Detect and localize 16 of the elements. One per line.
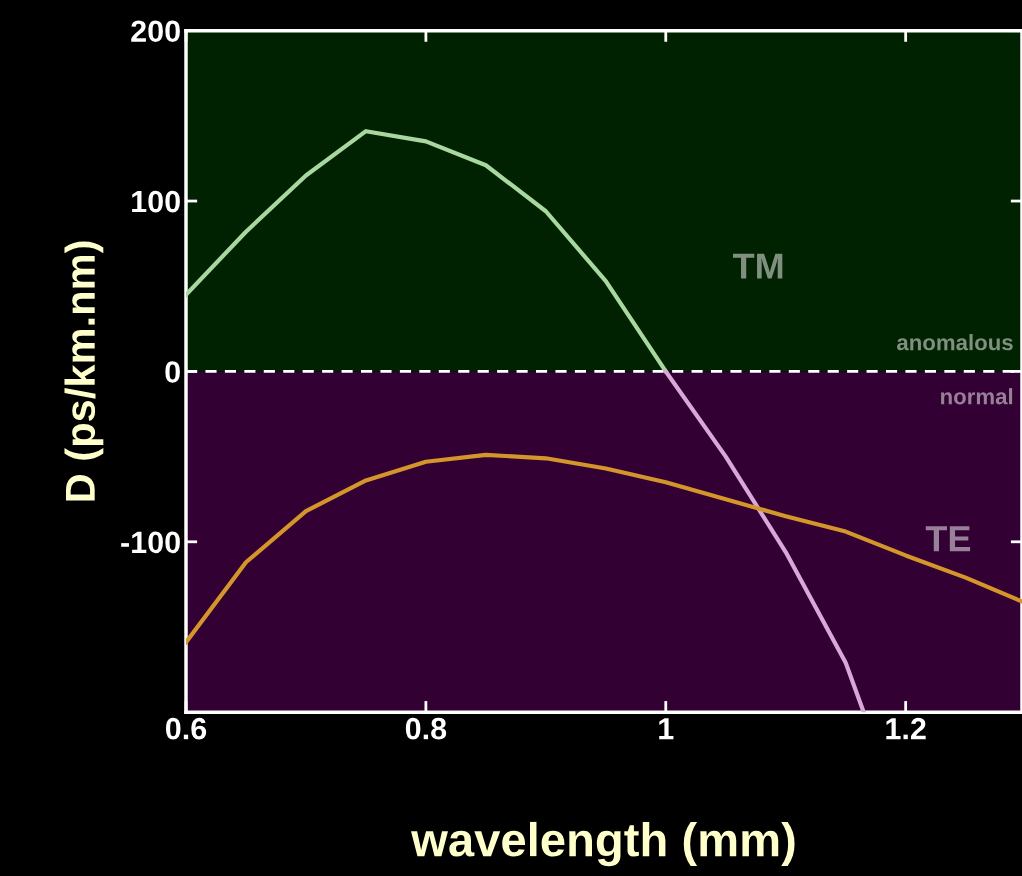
x-axis-title: wavelength (mm) bbox=[411, 821, 795, 867]
x-tick-label: 0.6 bbox=[165, 717, 207, 740]
y-tick-label: 100 bbox=[132, 190, 180, 213]
line-series bbox=[186, 452, 1022, 645]
x-tick-label: 1.2 bbox=[886, 717, 926, 740]
y-tick-label: 200 bbox=[131, 20, 180, 43]
band-label: normal bbox=[941, 388, 1013, 405]
y-axis-title: D (ps/km.nm) bbox=[64, 241, 104, 501]
y-tick-label: -100 bbox=[121, 531, 180, 554]
y-tick-label: 0 bbox=[165, 361, 180, 383]
x-tick-label: 1 bbox=[659, 718, 674, 740]
band-label: anomalous bbox=[897, 334, 1013, 351]
line-series bbox=[663, 369, 866, 713]
x-tick-label: 0.8 bbox=[405, 717, 447, 740]
annotation: TM bbox=[733, 253, 783, 279]
annotation: TE bbox=[925, 526, 971, 552]
